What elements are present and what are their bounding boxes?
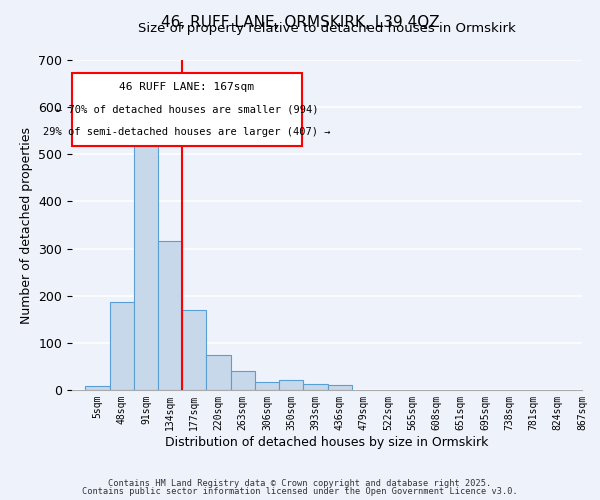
Bar <box>206 354 230 390</box>
Bar <box>279 380 304 390</box>
Text: 29% of semi-detached houses are larger (407) →: 29% of semi-detached houses are larger (… <box>43 126 331 136</box>
X-axis label: Distribution of detached houses by size in Ormskirk: Distribution of detached houses by size … <box>166 436 488 448</box>
Bar <box>230 371 255 390</box>
Bar <box>255 382 279 390</box>
Bar <box>110 302 134 390</box>
Text: 46, RUFF LANE, ORMSKIRK, L39 4QZ: 46, RUFF LANE, ORMSKIRK, L39 4QZ <box>161 15 439 30</box>
Bar <box>182 310 206 390</box>
Bar <box>134 128 158 390</box>
FancyBboxPatch shape <box>72 73 302 146</box>
Text: Contains public sector information licensed under the Open Government Licence v3: Contains public sector information licen… <box>82 487 518 496</box>
Text: Contains HM Land Registry data © Crown copyright and database right 2025.: Contains HM Land Registry data © Crown c… <box>109 478 491 488</box>
Bar <box>304 384 328 390</box>
Bar <box>85 386 110 390</box>
Bar <box>158 240 182 390</box>
Text: ← 70% of detached houses are smaller (994): ← 70% of detached houses are smaller (99… <box>56 104 318 115</box>
Title: Size of property relative to detached houses in Ormskirk: Size of property relative to detached ho… <box>138 22 516 35</box>
Bar <box>328 386 352 390</box>
Text: 46 RUFF LANE: 167sqm: 46 RUFF LANE: 167sqm <box>119 82 254 92</box>
Y-axis label: Number of detached properties: Number of detached properties <box>20 126 33 324</box>
